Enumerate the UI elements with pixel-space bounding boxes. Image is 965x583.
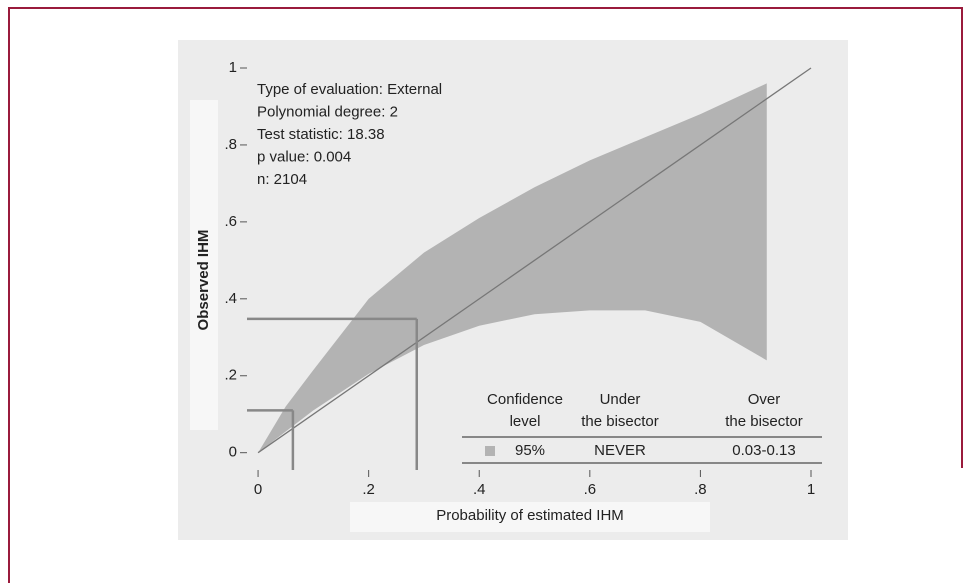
x-tick-label: .6	[584, 481, 597, 498]
table-header: Over	[748, 391, 781, 408]
calibration-belt	[258, 83, 767, 453]
table-cell: NEVER	[594, 442, 646, 459]
ylabel-bg	[190, 100, 218, 430]
table-header: the bisector	[581, 413, 659, 430]
xlabel-bg	[350, 502, 710, 532]
annotation: Type of evaluation: External	[257, 81, 442, 98]
x-axis-title: Probability of estimated IHM	[436, 507, 624, 524]
legend-swatch	[485, 446, 495, 456]
annotation: Polynomial degree: 2	[257, 103, 398, 120]
table-cell: 95%	[515, 442, 545, 459]
y-tick-label: .4	[224, 290, 237, 307]
y-tick-label: .8	[224, 136, 237, 153]
table-header: Confidence	[487, 391, 563, 408]
table-header: the bisector	[725, 413, 803, 430]
frame	[8, 7, 963, 583]
bisector	[257, 67, 812, 454]
table-cell: 0.03-0.13	[732, 442, 795, 459]
y-axis-title: Observed IHM	[195, 230, 212, 331]
annotation: n: 2104	[257, 171, 307, 188]
y-tick-label: 1	[229, 59, 237, 76]
x-tick-label: .8	[694, 481, 707, 498]
y-tick-label: .2	[224, 367, 237, 384]
table-header: Under	[600, 391, 641, 408]
x-tick-label: .4	[473, 481, 486, 498]
table-header: level	[510, 413, 541, 430]
x-tick-label: 1	[807, 481, 815, 498]
annotation: p value: 0.004	[257, 148, 351, 165]
y-tick-label: .6	[224, 213, 237, 230]
x-tick-label: .2	[362, 481, 375, 498]
annotation: Test statistic: 18.38	[257, 126, 385, 143]
x-tick-label: 0	[254, 481, 262, 498]
y-tick-label: 0	[229, 444, 237, 461]
